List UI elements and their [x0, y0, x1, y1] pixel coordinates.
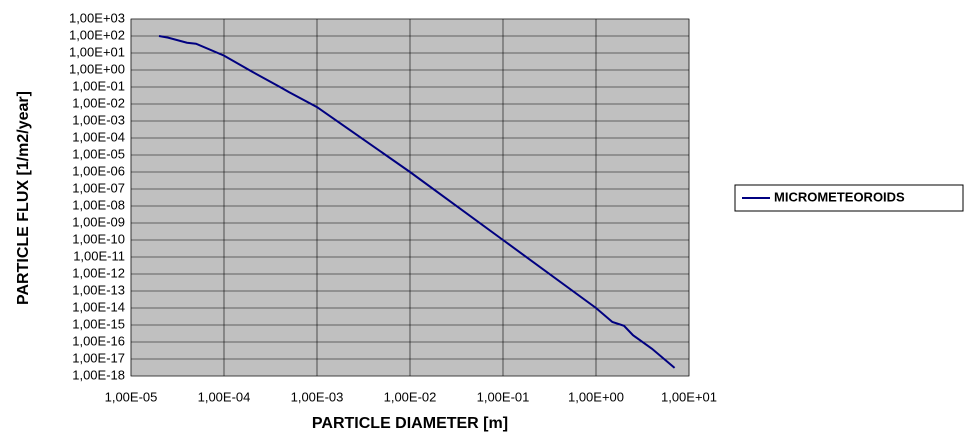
y-tick-label: 1,00E-08 [72, 197, 125, 212]
y-tick-label: 1,00E-10 [72, 231, 125, 246]
x-axis-title: PARTICLE DIAMETER [m] [312, 415, 508, 432]
y-tick-label: 1,00E+02 [69, 27, 125, 42]
y-tick-label: 1,00E-12 [72, 265, 125, 280]
y-tick-label: 1,00E-14 [72, 299, 125, 314]
y-tick-label: 1,00E-03 [72, 112, 125, 127]
y-tick-label: 1,00E+03 [69, 10, 125, 25]
y-tick-label: 1,00E-05 [72, 146, 125, 161]
y-tick-label: 1,00E-13 [72, 282, 125, 297]
y-tick-label: 1,00E-07 [72, 180, 125, 195]
x-tick-label: 1,00E-04 [198, 389, 251, 404]
y-tick-label: 1,00E-17 [72, 350, 125, 365]
y-tick-label: 1,00E+00 [69, 61, 125, 76]
y-tick-label: 1,00E-11 [73, 248, 125, 263]
legend [734, 184, 964, 212]
y-tick-label: 1,00E-04 [72, 129, 125, 144]
y-tick-label: 1,00E-02 [72, 95, 125, 110]
x-tick-label: 1,00E+00 [568, 389, 624, 404]
data-line [158, 35, 676, 369]
y-tick-label: 1,00E-16 [72, 333, 125, 348]
x-tick-label: 1,00E-02 [384, 389, 437, 404]
y-tick-label: 1,00E-09 [72, 214, 125, 229]
x-tick-label: 1,00E+01 [661, 389, 717, 404]
legend-label: MICROMETEOROIDS [774, 189, 905, 204]
y-tick-label: 1,00E-18 [72, 367, 125, 382]
y-tick-label: 1,00E+01 [69, 44, 125, 59]
x-tick-label: 1,00E-03 [291, 389, 344, 404]
y-tick-label: 1,00E-15 [72, 316, 125, 331]
y-axis-title: PARTICLE FLUX [1/m2/year] [15, 91, 32, 305]
y-tick-label: 1,00E-06 [72, 163, 125, 178]
y-tick-label: 1,00E-01 [72, 78, 125, 93]
x-tick-label: 1,00E-05 [105, 389, 158, 404]
x-tick-label: 1,00E-01 [477, 389, 530, 404]
